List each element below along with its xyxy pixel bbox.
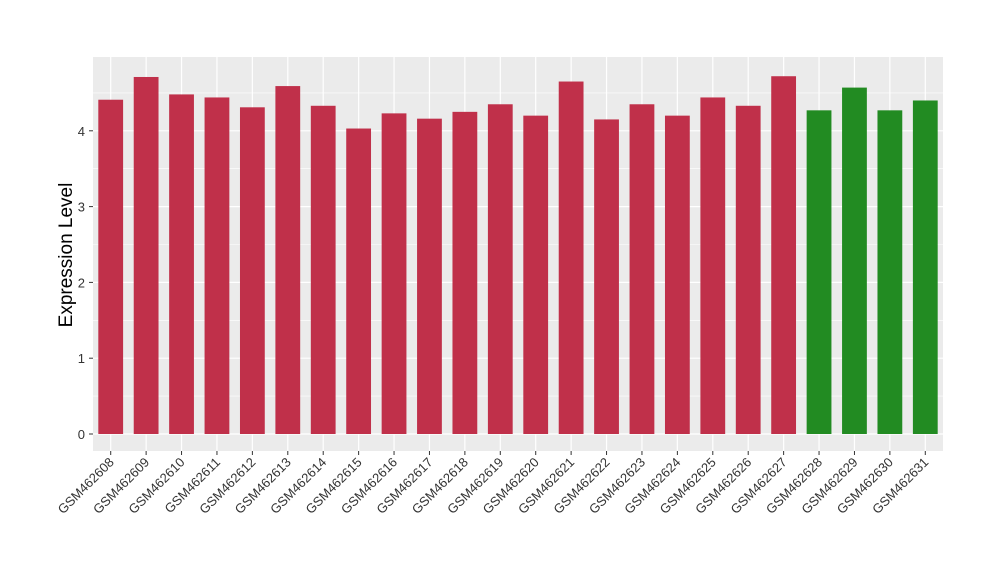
bar — [664, 115, 690, 434]
bar — [842, 87, 867, 435]
bar — [877, 110, 903, 435]
bar — [98, 99, 124, 435]
bar — [275, 86, 301, 434]
minor-gridlines — [93, 92, 943, 397]
bar — [452, 111, 478, 434]
bar — [204, 97, 230, 434]
bars-layer — [98, 76, 938, 435]
y-tick-label: 2 — [78, 275, 85, 290]
bar — [487, 104, 513, 435]
bar — [912, 100, 938, 434]
bar — [806, 110, 832, 435]
bar — [594, 119, 619, 435]
bar — [381, 113, 407, 434]
plot-panel — [93, 57, 943, 451]
bar — [700, 97, 726, 434]
bar — [523, 115, 549, 434]
y-tick-label: 1 — [78, 351, 85, 366]
bar — [310, 105, 336, 434]
y-tick-label: 0 — [78, 427, 85, 442]
bar — [239, 107, 265, 434]
bar — [735, 105, 761, 434]
x-axis: GSM462608GSM462609GSM462610GSM462611GSM4… — [55, 451, 931, 517]
bar — [771, 76, 797, 434]
y-axis-title: Expression Level — [56, 183, 77, 328]
bar — [629, 104, 655, 435]
bar — [417, 118, 442, 434]
bar — [558, 81, 584, 434]
bar — [346, 128, 372, 434]
y-axis: 0 1 2 3 4 — [78, 124, 93, 442]
bar — [133, 76, 159, 435]
y-tick-label: 4 — [78, 124, 85, 139]
bar — [169, 94, 194, 434]
y-tick-label: 3 — [78, 200, 85, 215]
